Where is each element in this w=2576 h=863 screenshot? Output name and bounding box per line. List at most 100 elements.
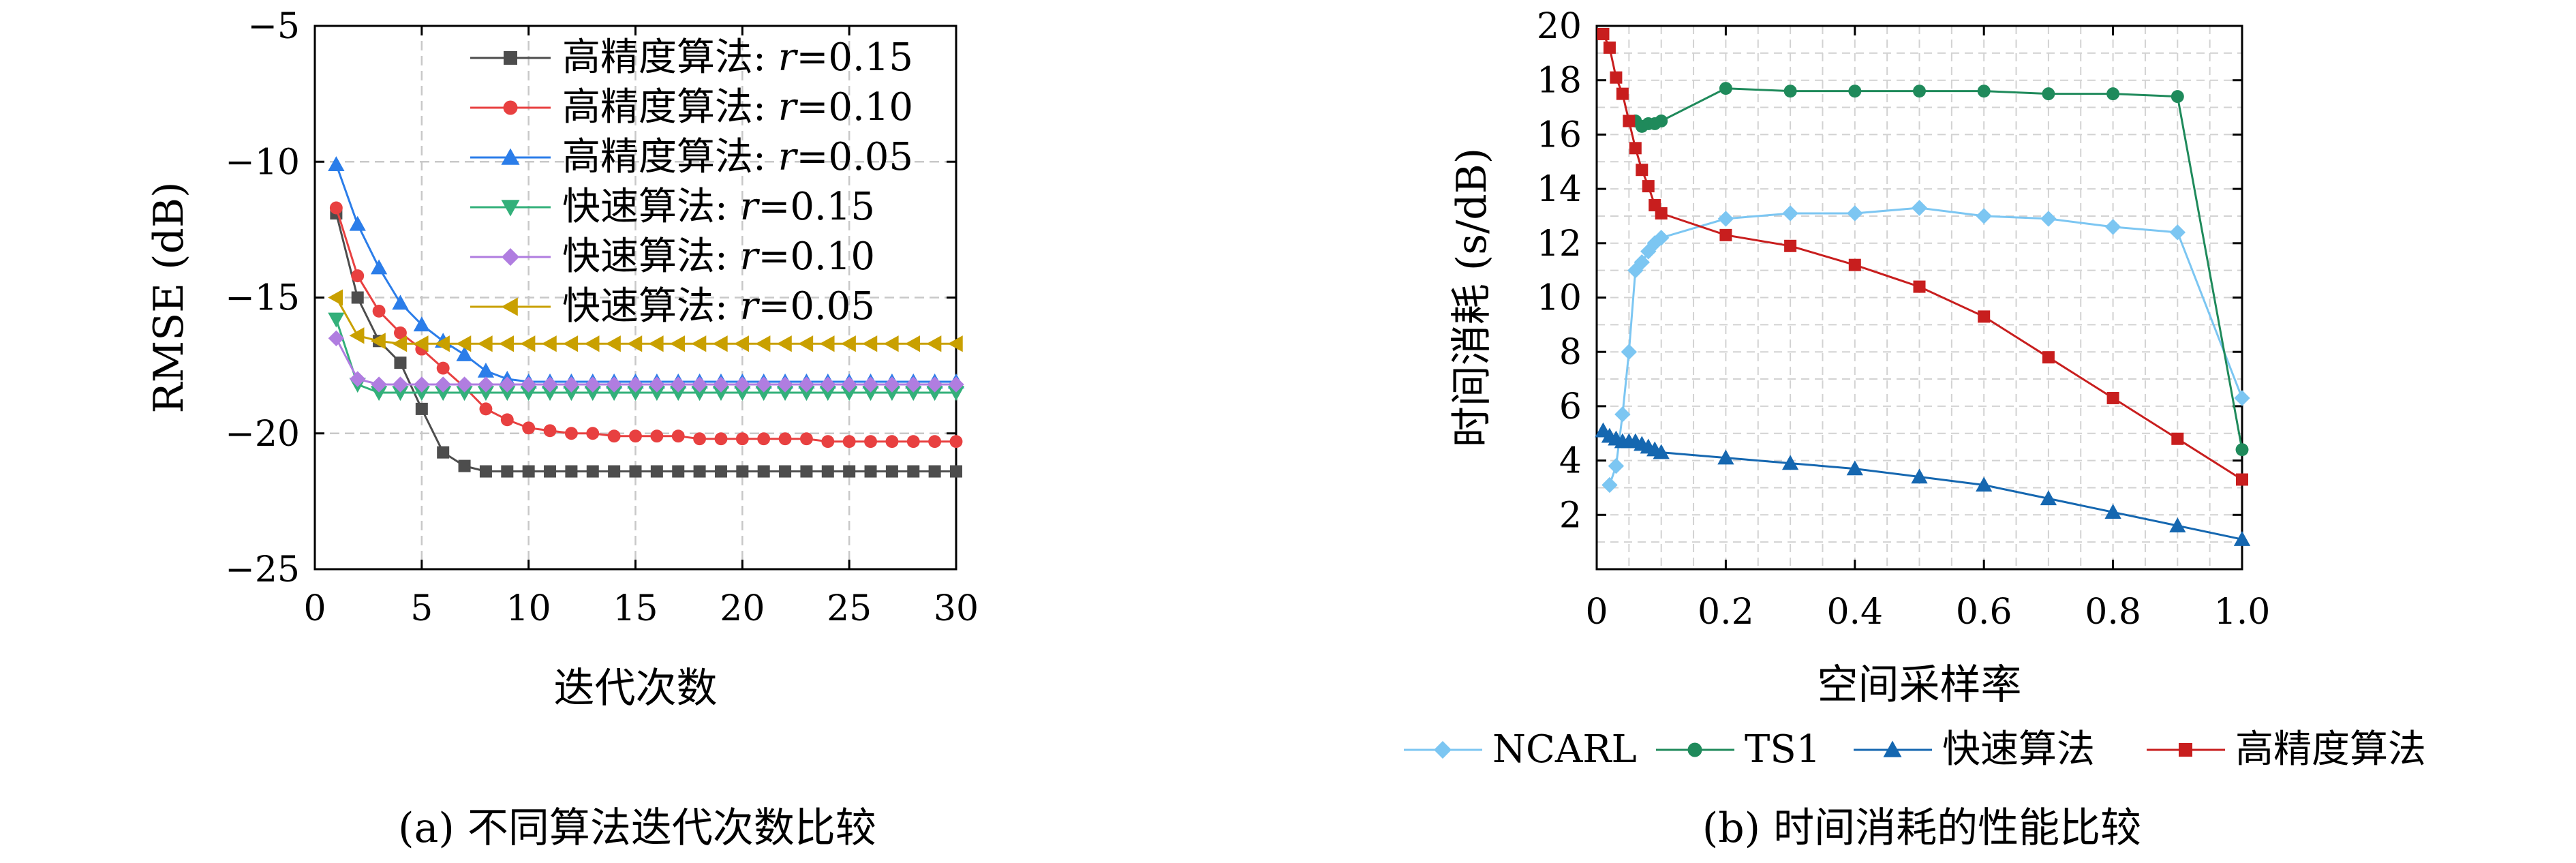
- y-tick-label: −25: [225, 549, 300, 590]
- data-point: [1976, 476, 1993, 492]
- data-point: [821, 465, 834, 478]
- data-point: [328, 156, 345, 171]
- data-point: [864, 465, 877, 478]
- data-point: [1717, 211, 1734, 227]
- data-point: [1610, 71, 1623, 84]
- x-tick-label: 0.8: [2085, 592, 2141, 633]
- data-point: [948, 376, 964, 393]
- data-point: [756, 376, 772, 393]
- data-point: [392, 386, 409, 402]
- data-point: [671, 429, 685, 443]
- data-point: [520, 386, 537, 402]
- data-point: [1977, 85, 1991, 98]
- data-point: [1782, 205, 1798, 222]
- data-point: [1629, 142, 1642, 155]
- y-tick-label: 14: [1537, 169, 1582, 210]
- data-point: [926, 386, 943, 402]
- data-point: [541, 335, 557, 352]
- data-point: [501, 465, 514, 478]
- data-point: [928, 435, 942, 449]
- data-point: [584, 386, 601, 402]
- data-point: [691, 386, 708, 402]
- data-point: [607, 429, 621, 443]
- data-point: [736, 465, 749, 478]
- data-point: [798, 386, 815, 402]
- data-point: [392, 294, 409, 310]
- legend-label: 高精度算法: [2235, 727, 2426, 772]
- x-tick-label: 0.4: [1826, 592, 1883, 633]
- data-point: [413, 316, 430, 332]
- data-point: [477, 386, 495, 402]
- legend-marker: [501, 200, 520, 217]
- data-point: [800, 465, 813, 478]
- data-point: [328, 312, 345, 328]
- data-point: [926, 376, 943, 393]
- data-point: [778, 432, 792, 446]
- y-tick-label: 16: [1537, 115, 1582, 155]
- legend-marker: [502, 248, 519, 266]
- data-point: [2171, 432, 2184, 445]
- data-point: [627, 335, 643, 352]
- data-point: [563, 376, 580, 393]
- y-tick-label: 4: [1559, 441, 1582, 482]
- data-point: [947, 386, 965, 402]
- data-point: [2233, 531, 2251, 546]
- x-tick-label: 5: [410, 588, 433, 629]
- data-point: [608, 465, 621, 478]
- data-point: [714, 432, 728, 446]
- x-tick-label: 25: [827, 588, 872, 629]
- data-point: [584, 335, 600, 352]
- data-point: [520, 335, 536, 352]
- data-point: [1781, 455, 1799, 470]
- y-axis-label: 时间消耗 (s/dB): [1448, 148, 1496, 447]
- data-point: [564, 427, 578, 440]
- x-tick-label: 0: [303, 588, 326, 629]
- data-point: [349, 215, 366, 231]
- legend-label: 快速算法: r=0.10: [562, 234, 875, 279]
- data-point: [928, 465, 941, 478]
- data-point: [862, 335, 878, 352]
- data-point: [1848, 85, 1862, 98]
- data-point: [1911, 200, 1928, 216]
- data-point: [435, 376, 451, 393]
- data-point: [907, 465, 920, 478]
- data-point: [670, 386, 687, 402]
- data-point: [1783, 85, 1797, 98]
- data-point: [864, 435, 877, 449]
- x-tick-label: 20: [720, 588, 765, 629]
- data-point: [1913, 280, 1926, 293]
- x-tick-label: 30: [934, 588, 979, 629]
- data-point: [499, 376, 515, 393]
- data-point: [499, 386, 516, 402]
- data-point: [1913, 85, 1926, 98]
- data-point: [500, 413, 514, 427]
- data-point: [1646, 235, 1663, 252]
- data-point: [392, 376, 409, 393]
- data-point: [819, 335, 835, 352]
- series-line: [335, 337, 956, 386]
- caption: (a) 不同算法迭代次数比较: [398, 804, 876, 852]
- chart-time-vs-sampling-rate: 0 0.2 0.4 0.6 0.8 1.0 2 4 6 8 10 12 14 16 18 20 空间采样率 时间消…: [1404, 6, 2426, 852]
- data-point: [650, 465, 663, 478]
- data-point: [586, 427, 600, 440]
- data-point: [1847, 205, 1863, 222]
- data-point: [1848, 258, 1861, 271]
- data-point: [885, 465, 898, 478]
- data-point: [2106, 391, 2119, 404]
- data-point: [757, 432, 771, 446]
- data-point: [926, 335, 942, 352]
- data-point: [1603, 41, 1616, 54]
- data-point: [1717, 449, 1734, 465]
- legend-label: 快速算法: r=0.05: [562, 284, 875, 329]
- data-point: [2236, 473, 2248, 486]
- data-point: [351, 269, 365, 283]
- legend-label: 高精度算法: r=0.05: [562, 135, 913, 179]
- data-point: [862, 376, 879, 393]
- legend-label: TS1: [1745, 727, 1820, 772]
- data-point: [734, 335, 750, 352]
- data-point: [414, 376, 430, 393]
- legend-marker: [2179, 743, 2192, 757]
- data-point: [949, 435, 963, 449]
- data-point: [1846, 460, 1863, 476]
- data-point: [2171, 90, 2184, 104]
